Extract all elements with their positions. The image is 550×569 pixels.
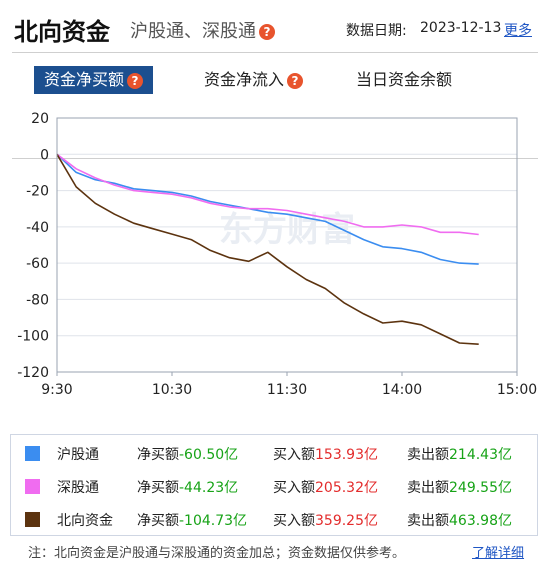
buy-label: 买入额 bbox=[273, 513, 315, 529]
x-tick-label: 11:30 bbox=[267, 382, 307, 398]
net-value: -104.73亿 bbox=[179, 513, 248, 529]
series-line-hgt bbox=[56, 153, 479, 265]
header-divider bbox=[12, 52, 538, 53]
header: 北向资金 沪股通、深股通? 数据日期: 2023-12-13 更多 bbox=[0, 0, 550, 58]
x-tick-label: 9:30 bbox=[41, 382, 72, 398]
legend-net: 净买额-60.50亿 bbox=[137, 444, 238, 464]
plot-frame bbox=[56, 117, 518, 373]
tab-daily-balance-label: 当日资金余额 bbox=[356, 70, 453, 89]
buy-value: 205.32亿 bbox=[315, 480, 378, 496]
date-value: 2023-12-13 bbox=[420, 20, 502, 36]
sell-label: 卖出额 bbox=[407, 480, 449, 496]
chart-watermark: 东方财富 bbox=[219, 210, 355, 250]
footnote: 注：北向资金是沪股通与深股通的资金加总；资金数据仅供参考。 bbox=[28, 546, 406, 561]
help-icon[interactable]: ? bbox=[127, 72, 144, 89]
y-tick-label: -20 bbox=[26, 184, 49, 200]
buy-value: 359.25亿 bbox=[315, 513, 378, 529]
subtitle-text: 沪股通、深股通 bbox=[130, 21, 256, 42]
legend-buy: 买入额153.93亿 bbox=[273, 444, 378, 464]
page-title: 北向资金 bbox=[14, 18, 110, 46]
tab-underline bbox=[12, 158, 538, 159]
legend-net: 净买额-104.73亿 bbox=[137, 510, 247, 530]
net-value: -60.50亿 bbox=[179, 447, 239, 463]
sell-label: 卖出额 bbox=[407, 447, 449, 463]
tab-bar: 资金净买额? 资金净流入? 当日资金余额 bbox=[0, 62, 550, 159]
tab-net-inflow[interactable]: 资金净流入? bbox=[204, 66, 304, 94]
tab-net-inflow-label: 资金净流入 bbox=[204, 70, 285, 89]
x-axis: 9:30 10:30 11:30 14:00 15:00 bbox=[41, 372, 537, 398]
y-tick-label: 20 bbox=[31, 111, 49, 127]
x-tick-label: 14:00 bbox=[382, 382, 422, 398]
chart-series bbox=[56, 153, 479, 345]
legend-table: 沪股通 净买额-60.50亿 买入额153.93亿 卖出额214.43亿 深股通… bbox=[10, 434, 538, 536]
tab-net-buy-label: 资金净买额 bbox=[44, 70, 125, 89]
y-tick-label: 0 bbox=[40, 147, 49, 163]
legend-row-sgt: 深股通 净买额-44.23亿 买入额205.32亿 卖出额249.55亿 bbox=[11, 470, 539, 502]
legend-sell: 卖出额214.43亿 bbox=[407, 444, 512, 464]
y-tick-label: -60 bbox=[26, 256, 49, 272]
tab-net-buy[interactable]: 资金净买额? bbox=[34, 66, 154, 94]
tab-daily-balance[interactable]: 当日资金余额 bbox=[356, 66, 452, 94]
legend-net: 净买额-44.23亿 bbox=[137, 477, 238, 497]
legend-row-north: 北向资金 净买额-104.73亿 买入额359.25亿 卖出额463.98亿 bbox=[11, 503, 539, 535]
x-tick-label: 15:00 bbox=[497, 382, 537, 398]
legend-buy: 买入额205.32亿 bbox=[273, 477, 378, 497]
net-value: -44.23亿 bbox=[179, 480, 239, 496]
legend-swatch-hgt bbox=[25, 446, 40, 461]
net-label: 净买额 bbox=[137, 480, 179, 496]
net-label: 净买额 bbox=[137, 513, 179, 529]
help-icon[interactable]: ? bbox=[259, 24, 275, 40]
sell-label: 卖出额 bbox=[407, 513, 449, 529]
sell-value: 214.43亿 bbox=[449, 447, 512, 463]
legend-swatch-sgt bbox=[25, 479, 40, 494]
more-link[interactable]: 更多 bbox=[504, 23, 532, 39]
net-label: 净买额 bbox=[137, 447, 179, 463]
legend-swatch-north bbox=[25, 512, 40, 527]
date-label: 数据日期: bbox=[346, 23, 407, 39]
buy-label: 买入额 bbox=[273, 447, 315, 463]
sell-value: 249.55亿 bbox=[449, 480, 512, 496]
northbound-chart: 东方财富 20 0 -20 -40 -60 -80 -100 -120 9:30 10:30 11… bbox=[17, 111, 537, 398]
y-tick-label: -40 bbox=[26, 220, 49, 236]
legend-name: 沪股通 bbox=[57, 447, 99, 463]
series-line-north bbox=[56, 153, 479, 345]
legend-sell: 卖出额463.98亿 bbox=[407, 510, 512, 530]
y-tick-label: -100 bbox=[17, 329, 49, 345]
detail-link[interactable]: 了解详细 bbox=[472, 546, 525, 561]
help-icon[interactable]: ? bbox=[287, 72, 304, 89]
buy-label: 买入额 bbox=[273, 480, 315, 496]
buy-value: 153.93亿 bbox=[315, 447, 378, 463]
legend-name: 深股通 bbox=[57, 480, 99, 496]
y-axis: 20 0 -20 -40 -60 -80 -100 -120 bbox=[17, 111, 49, 381]
page-subtitle: 沪股通、深股通? bbox=[130, 17, 275, 43]
legend-name: 北向资金 bbox=[57, 513, 113, 529]
sell-value: 463.98亿 bbox=[449, 513, 512, 529]
x-tick-label: 10:30 bbox=[152, 382, 192, 398]
legend-sell: 卖出额249.55亿 bbox=[407, 477, 512, 497]
y-tick-label: -120 bbox=[17, 365, 49, 381]
legend-row-hgt: 沪股通 净买额-60.50亿 买入额153.93亿 卖出额214.43亿 bbox=[11, 437, 539, 469]
series-line-sgt bbox=[56, 153, 479, 236]
y-tick-label: -80 bbox=[26, 292, 49, 308]
legend-buy: 买入额359.25亿 bbox=[273, 510, 378, 530]
